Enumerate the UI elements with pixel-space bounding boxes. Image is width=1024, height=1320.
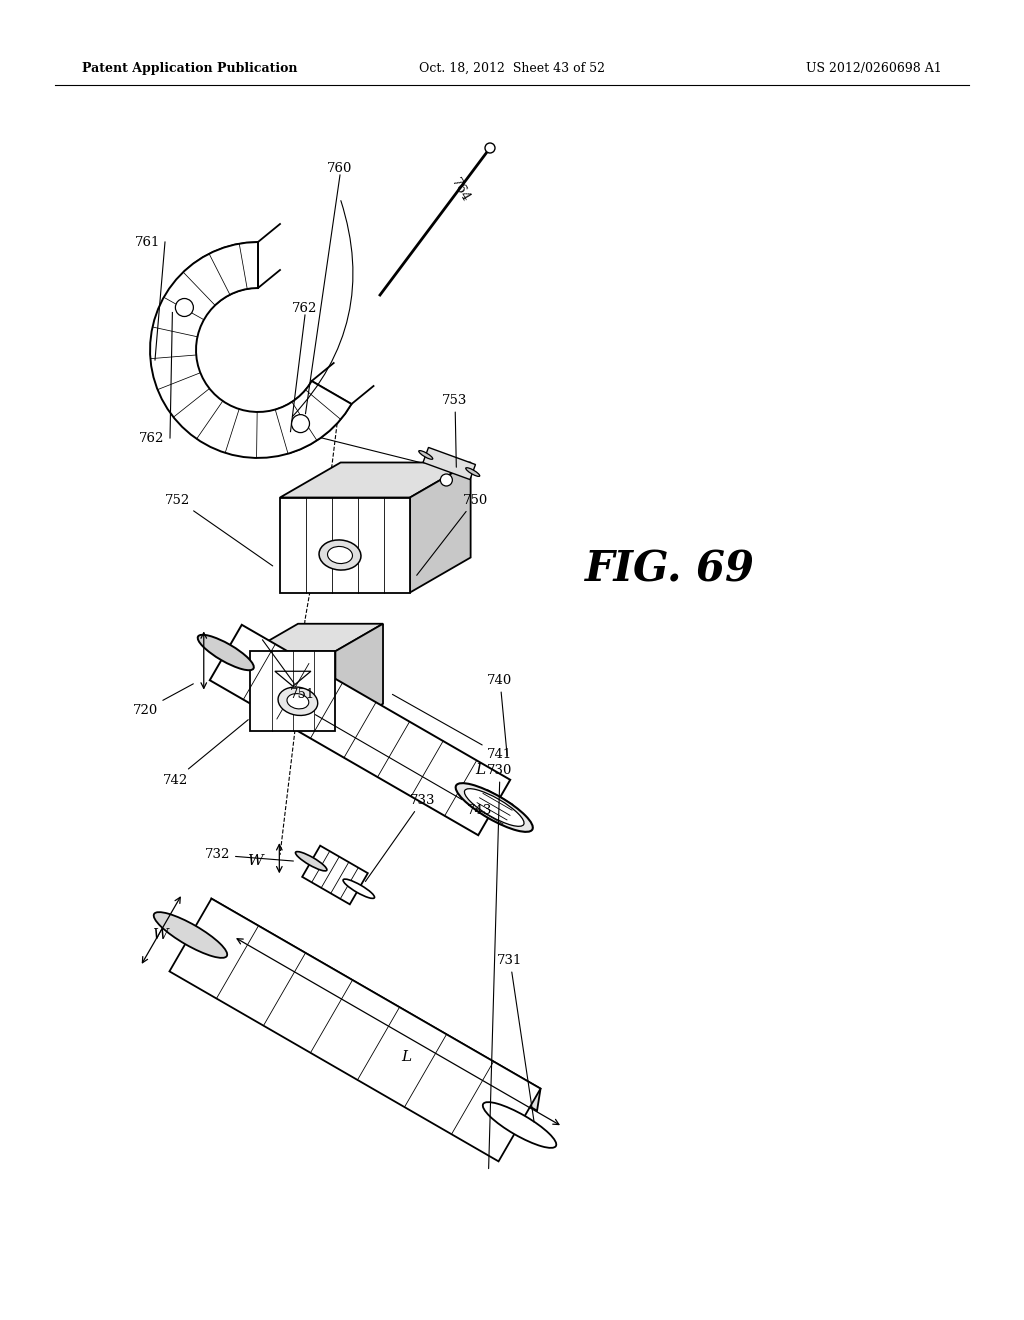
Text: 751: 751	[262, 640, 315, 701]
Polygon shape	[336, 624, 383, 731]
Ellipse shape	[328, 546, 352, 564]
Text: US 2012/0260698 A1: US 2012/0260698 A1	[806, 62, 942, 75]
Polygon shape	[276, 381, 351, 453]
Polygon shape	[210, 624, 510, 836]
Polygon shape	[251, 624, 383, 651]
Text: 750: 750	[417, 494, 487, 576]
Circle shape	[485, 143, 495, 153]
Text: L: L	[401, 1049, 411, 1064]
Text: 741: 741	[392, 694, 513, 762]
Text: 743: 743	[315, 714, 493, 817]
Ellipse shape	[343, 879, 375, 899]
Ellipse shape	[465, 788, 524, 826]
Circle shape	[175, 298, 194, 317]
Text: W: W	[153, 928, 168, 942]
Polygon shape	[423, 447, 475, 479]
Text: 753: 753	[442, 393, 468, 467]
Ellipse shape	[466, 467, 479, 477]
Text: 762: 762	[139, 432, 165, 445]
Polygon shape	[410, 462, 471, 593]
Ellipse shape	[440, 474, 453, 486]
Ellipse shape	[154, 912, 227, 958]
Polygon shape	[302, 846, 368, 904]
Text: Oct. 18, 2012  Sheet 43 of 52: Oct. 18, 2012 Sheet 43 of 52	[419, 62, 605, 75]
Polygon shape	[169, 899, 541, 1162]
Text: 733: 733	[366, 793, 435, 882]
Text: 732: 732	[205, 849, 294, 862]
Text: 752: 752	[165, 494, 272, 566]
Text: 720: 720	[132, 684, 194, 717]
Polygon shape	[280, 498, 410, 593]
Text: 730: 730	[487, 763, 513, 1168]
Ellipse shape	[456, 783, 532, 832]
Ellipse shape	[198, 635, 254, 671]
Text: 742: 742	[163, 719, 248, 787]
Text: Patent Application Publication: Patent Application Publication	[82, 62, 298, 75]
Text: L: L	[475, 763, 485, 777]
Circle shape	[292, 414, 309, 433]
Ellipse shape	[279, 686, 317, 715]
Polygon shape	[251, 651, 336, 731]
Ellipse shape	[482, 1102, 556, 1148]
Polygon shape	[208, 899, 541, 1110]
Polygon shape	[280, 462, 471, 498]
Polygon shape	[151, 242, 351, 458]
Text: 760: 760	[328, 161, 352, 174]
Ellipse shape	[287, 693, 309, 709]
Text: 762: 762	[292, 301, 317, 314]
Text: 731: 731	[498, 953, 535, 1122]
Text: FIG. 69: FIG. 69	[585, 549, 755, 591]
Text: W: W	[248, 854, 263, 869]
Ellipse shape	[319, 540, 361, 570]
Text: 761: 761	[135, 235, 161, 248]
Ellipse shape	[419, 450, 433, 459]
Text: 764: 764	[449, 176, 472, 205]
Text: 740: 740	[487, 673, 513, 756]
Text: 755: 755	[297, 424, 323, 437]
Ellipse shape	[296, 851, 327, 871]
Polygon shape	[184, 242, 258, 305]
